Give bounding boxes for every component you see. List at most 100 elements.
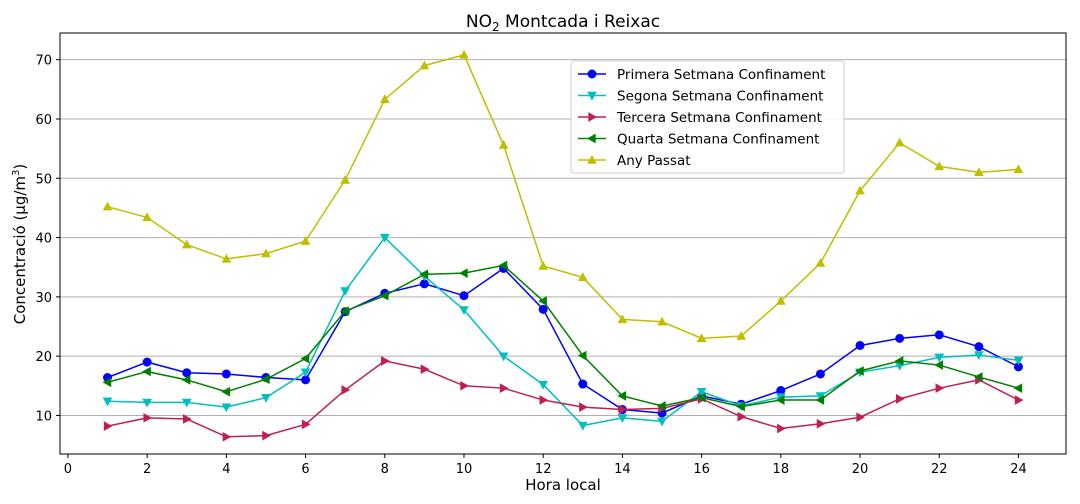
data-point <box>816 418 826 429</box>
series-1 <box>103 263 1023 418</box>
x-tick-label: 20 <box>852 462 869 477</box>
data-point <box>143 412 153 423</box>
data-point <box>340 306 349 316</box>
data-point <box>459 291 469 301</box>
data-point <box>736 330 747 340</box>
data-point <box>737 411 747 422</box>
data-point <box>381 356 390 366</box>
y-axis-label-prefix: Concentració (µg/m <box>11 176 29 324</box>
data-point <box>183 414 192 424</box>
data-point <box>300 368 311 378</box>
x-tick-label: 16 <box>693 462 710 477</box>
series-line <box>107 236 1019 427</box>
data-point <box>895 333 905 343</box>
data-point <box>261 393 271 403</box>
series-3 <box>103 356 1024 442</box>
x-tick-label: 18 <box>773 462 790 477</box>
data-point <box>300 353 310 364</box>
x-axis-label: Hora local <box>525 476 601 494</box>
data-point <box>934 353 945 363</box>
legend-marker <box>586 133 596 144</box>
legend-marker <box>588 112 598 122</box>
data-point <box>222 431 232 442</box>
data-point <box>775 295 786 305</box>
chart-title: NO2 Montcada i Reixac <box>466 12 660 34</box>
legend-label: Primera Setmana Confinament <box>617 67 825 83</box>
data-point <box>419 60 430 70</box>
data-point <box>1013 356 1024 366</box>
data-point <box>458 268 468 278</box>
data-point <box>815 258 826 267</box>
data-point <box>379 233 390 243</box>
legend-label: Quarta Setmana Confinament <box>617 132 819 148</box>
y-axis-label-superscript: 3 <box>11 170 22 176</box>
legend-label: Tercera Setmana Confinament <box>616 110 822 126</box>
y-tick-label: 20 <box>35 350 52 365</box>
data-point <box>577 421 588 431</box>
data-point <box>459 306 469 315</box>
legend-marker <box>587 91 597 101</box>
data-point <box>894 137 905 147</box>
data-point <box>102 201 113 211</box>
data-point <box>142 212 152 222</box>
x-tick-label: 6 <box>301 462 309 477</box>
data-point <box>974 351 984 361</box>
legend-marker <box>587 69 597 79</box>
data-point <box>539 395 549 405</box>
data-point <box>855 340 865 350</box>
plot-frame <box>59 32 1067 455</box>
data-point <box>379 94 390 104</box>
data-point <box>974 167 984 177</box>
data-point <box>142 357 152 367</box>
series-line <box>107 264 1019 408</box>
data-point <box>855 366 864 376</box>
data-point <box>696 388 707 397</box>
data-point <box>657 316 667 326</box>
data-point <box>498 352 509 362</box>
data-point <box>974 342 984 352</box>
legend-label: Segona Setmana Confinament <box>617 89 823 105</box>
data-point <box>340 287 351 296</box>
series-4 <box>102 260 1023 412</box>
x-tick-label: 8 <box>381 462 389 477</box>
grid-layer <box>60 59 1066 416</box>
data-point <box>617 391 627 401</box>
data-point <box>1014 395 1024 405</box>
data-point <box>221 403 232 413</box>
data-point <box>341 385 351 395</box>
legend-entry: Quarta Setmana Confinament <box>578 132 819 148</box>
data-point <box>103 421 113 431</box>
data-point <box>181 239 192 249</box>
data-point <box>182 368 192 378</box>
legend-label: Any Passat <box>617 153 691 169</box>
data-point <box>261 248 271 258</box>
data-point <box>577 272 588 281</box>
data-point <box>498 140 509 149</box>
data-point <box>181 398 192 408</box>
series-5 <box>102 49 1024 343</box>
data-point <box>617 314 628 324</box>
x-tick-label: 2 <box>143 462 151 477</box>
x-tick-label: 10 <box>456 462 473 477</box>
data-point <box>656 401 666 411</box>
data-point <box>379 290 389 301</box>
data-point <box>776 386 786 396</box>
x-tick-label: 22 <box>931 462 948 477</box>
y-tick-label: 40 <box>35 232 52 247</box>
data-point <box>775 395 785 405</box>
legend-entry: Tercera Setmana Confinament <box>578 110 822 126</box>
data-point <box>538 296 547 306</box>
data-point <box>895 394 905 404</box>
data-point <box>856 412 866 423</box>
data-point <box>815 395 825 405</box>
series-layer <box>102 49 1024 442</box>
data-point <box>419 269 429 280</box>
data-point <box>340 175 351 184</box>
series-line <box>107 54 1019 340</box>
data-point <box>618 404 628 415</box>
data-point <box>499 383 509 394</box>
data-point <box>855 185 865 195</box>
data-point <box>579 402 588 413</box>
